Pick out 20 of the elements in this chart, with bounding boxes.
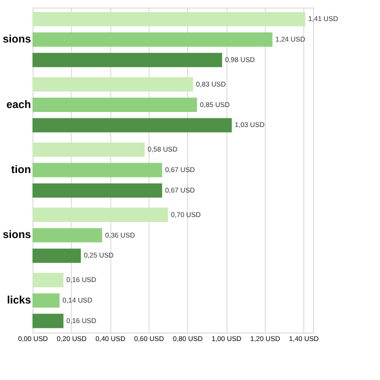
y-tick-label: tion	[11, 164, 32, 176]
bar	[32, 183, 162, 198]
bar	[32, 32, 272, 47]
bar	[32, 98, 197, 112]
y-tick-label: sions	[2, 34, 32, 46]
bar	[32, 162, 162, 178]
bar	[32, 293, 60, 308]
bar	[32, 272, 64, 288]
bar	[32, 52, 222, 68]
bar	[32, 208, 168, 222]
bar	[32, 248, 81, 263]
bar	[32, 142, 145, 157]
bar	[32, 314, 64, 328]
bar	[32, 12, 306, 26]
y-tick-label: licks	[6, 294, 32, 306]
y-tick-label: sions	[2, 229, 32, 242]
bar	[32, 118, 232, 132]
bar	[32, 77, 194, 92]
bar	[32, 228, 102, 242]
y-tick-label: each	[6, 98, 32, 111]
